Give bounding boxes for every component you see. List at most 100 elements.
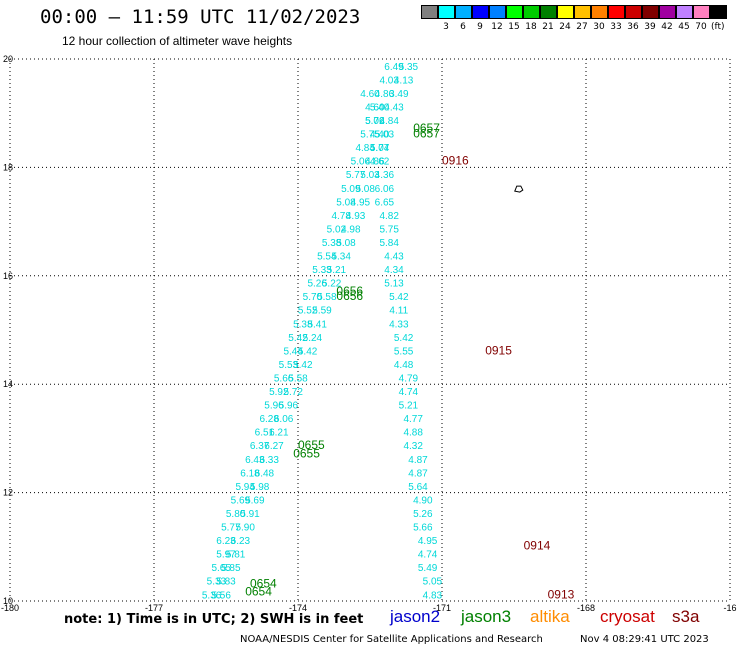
swh-value-label: 4.86 [365,157,385,168]
satellite-key-s3a: s3a [672,607,700,626]
swh-value-label: 5.34 [331,252,351,263]
timestamp: Nov 4 08:29:41 UTC 2023 [580,634,709,645]
swh-value-label: 5.77 [346,170,366,181]
swh-value-label: 4.95 [351,197,371,208]
swh-value-label: 5.83 [216,577,236,588]
swh-value-label: 4.82 [379,211,399,222]
swh-value-label: 5.55 [394,346,414,357]
swh-value-label: 5.49 [418,563,438,574]
swh-value-label: 5.36 [202,590,222,601]
lon-tick-label: -174 [289,603,307,613]
legend-swatch [438,5,455,19]
swh-value-label: 5.08 [336,238,356,249]
legend-swatch [557,5,574,19]
legend-unit: (ft) [711,22,725,32]
legend-label: 21 [542,22,554,32]
swh-value-label: 5.92 [269,387,289,398]
legend-swatch [642,5,659,19]
swh-value-label: 4.90 [413,495,433,506]
legend-swatch [591,5,608,19]
swh-value-label: 4.84 [355,143,375,154]
swh-value-label: 4.32 [403,441,423,452]
swh-value-label: 6.49 [384,62,404,73]
lat-tick-label: 12 [3,488,13,498]
legend-swatch [625,5,642,19]
swh-value-label: 5.58 [317,292,337,303]
swh-value-label: 5.69 [231,495,251,506]
swh-value-label: 4.43 [384,102,404,113]
swh-value-label: 4.11 [389,306,408,317]
swh-value-label: 5.77 [221,523,241,534]
pass-time-label: 0654 [245,585,272,599]
swh-value-label: 5.21 [327,265,347,276]
pass-time-label: 0913 [548,587,575,601]
swh-value-label: 4.95 [418,536,438,547]
legend-label: 24 [559,22,571,32]
swh-value-label: 5.66 [413,523,433,534]
swh-value-label: 4.13 [394,75,414,86]
credit-line: NOAA/NESDIS Center for Satellite Applica… [240,634,543,645]
legend-swatch [523,5,540,19]
swh-value-label: 5.80 [226,509,246,520]
swh-value-label: 5.65 [211,563,231,574]
swh-value-label: 5.54 [317,252,337,263]
pass-time-label: 0657 [413,127,440,141]
swh-value-label: 4.98 [341,224,361,235]
swh-value-label: 3.49 [389,89,409,100]
swh-value-label: 4.86 [375,89,395,100]
swh-value-label: 5.03 [360,170,380,181]
swh-value-label: 4.43 [384,252,404,263]
legend-label: 36 [627,22,639,32]
lat-tick-label: 16 [3,271,13,281]
swh-value-label: 5.26 [307,279,327,290]
pass-time-label: 0655 [293,446,320,460]
legend-swatch [574,5,591,19]
swh-value-label: 5.07 [370,143,390,154]
swh-value-label: 4.93 [346,211,366,222]
swh-value-label: 5.42 [394,333,414,344]
legend-label: 3 [443,22,449,32]
swh-value-label: 6.51 [255,428,275,439]
swh-value-label: 4.40 [370,130,390,141]
swh-value-label: 5.72 [283,387,303,398]
swh-value-label: 5.69 [245,495,265,506]
swh-value-label: 4.36 [375,170,395,181]
legend-swatch [472,5,489,19]
pass-time-label: 0654 [250,576,277,590]
swh-value-label: 4.84 [379,116,399,127]
swh-value-label: 5.90 [235,523,255,534]
swh-value-label: 4.33 [389,319,409,330]
swh-value-label: 5.13 [384,279,404,290]
swh-value-label: 6.37 [250,441,270,452]
swh-value-label: 5.08 [355,184,375,195]
swh-value-label: 5.08 [336,197,356,208]
swh-value-label: 5.53 [279,360,299,371]
swh-value-label: 4.83 [423,590,443,601]
legend-label: 15 [508,22,520,32]
legend-swatch [608,5,625,19]
swh-value-label: 5.91 [240,509,260,520]
legend-label: 39 [644,22,656,32]
swh-value-label: 6.21 [269,428,289,439]
swh-value-label: 5.84 [379,238,399,249]
swh-value-label: 5.38 [322,238,342,249]
swh-value-label: 4.78 [331,211,351,222]
swh-value-label: 5.41 [307,319,327,330]
swh-value-label: 6.43 [245,455,265,466]
swh-value-label: 5.58 [288,373,308,384]
swh-value-label: 5.70 [303,292,323,303]
swh-value-label: 4.87 [408,468,428,479]
legend-swatch [455,5,472,19]
swh-value-label: 5.74 [370,143,390,154]
lat-tick-label: 18 [3,162,13,172]
lon-tick-label: -180 [1,603,19,613]
legend-swatch [659,5,676,19]
swh-value-label: 4.34 [384,265,404,276]
swh-value-label: 5.52 [298,306,318,317]
swh-value-label: 5.22 [322,279,342,290]
lat-tick-label: 14 [3,379,13,389]
swh-value-label: 6.28 [259,414,279,425]
swh-value-label: 5.44 [283,346,303,357]
